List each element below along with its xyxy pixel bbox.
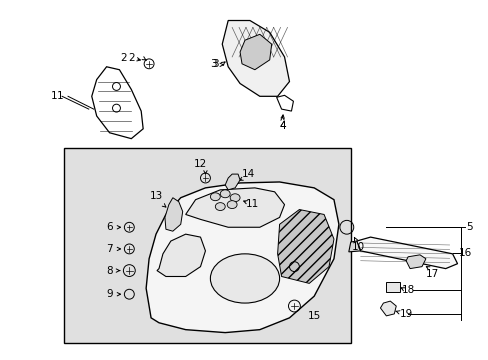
Text: 2: 2 bbox=[128, 53, 134, 63]
Bar bbox=[386, 282, 399, 292]
Polygon shape bbox=[222, 21, 289, 96]
Text: 15: 15 bbox=[307, 311, 320, 321]
Ellipse shape bbox=[227, 201, 237, 208]
Text: 19: 19 bbox=[399, 309, 412, 319]
Text: 1: 1 bbox=[57, 91, 63, 101]
Text: 17: 17 bbox=[426, 269, 439, 279]
Text: 12: 12 bbox=[193, 159, 207, 169]
Ellipse shape bbox=[215, 203, 225, 211]
Ellipse shape bbox=[220, 190, 230, 198]
Polygon shape bbox=[164, 198, 183, 231]
Ellipse shape bbox=[210, 254, 279, 303]
Polygon shape bbox=[240, 34, 271, 70]
Text: 9: 9 bbox=[106, 289, 113, 299]
Text: 6: 6 bbox=[106, 222, 113, 232]
Ellipse shape bbox=[230, 194, 240, 202]
Polygon shape bbox=[406, 255, 425, 269]
Text: 5: 5 bbox=[465, 222, 472, 232]
Text: 10: 10 bbox=[351, 242, 365, 252]
Polygon shape bbox=[225, 174, 240, 190]
Polygon shape bbox=[356, 237, 457, 269]
Text: 2: 2 bbox=[120, 53, 126, 63]
Text: 7: 7 bbox=[106, 244, 113, 254]
Polygon shape bbox=[380, 301, 395, 316]
Text: 13: 13 bbox=[149, 191, 163, 201]
Polygon shape bbox=[146, 182, 338, 333]
Text: 3: 3 bbox=[212, 59, 218, 69]
Polygon shape bbox=[185, 188, 284, 227]
Text: 4: 4 bbox=[279, 121, 285, 131]
Polygon shape bbox=[157, 234, 205, 276]
Ellipse shape bbox=[210, 193, 220, 201]
Text: 8: 8 bbox=[106, 266, 113, 276]
Text: 1: 1 bbox=[51, 91, 58, 101]
Polygon shape bbox=[277, 210, 333, 283]
Text: 14: 14 bbox=[241, 169, 254, 179]
Text: 4: 4 bbox=[279, 121, 285, 131]
Text: 18: 18 bbox=[401, 285, 414, 295]
Polygon shape bbox=[348, 241, 360, 252]
Bar bbox=[64, 148, 350, 343]
Text: 3: 3 bbox=[210, 59, 216, 69]
Text: 16: 16 bbox=[458, 248, 471, 258]
Text: 11: 11 bbox=[246, 199, 259, 209]
